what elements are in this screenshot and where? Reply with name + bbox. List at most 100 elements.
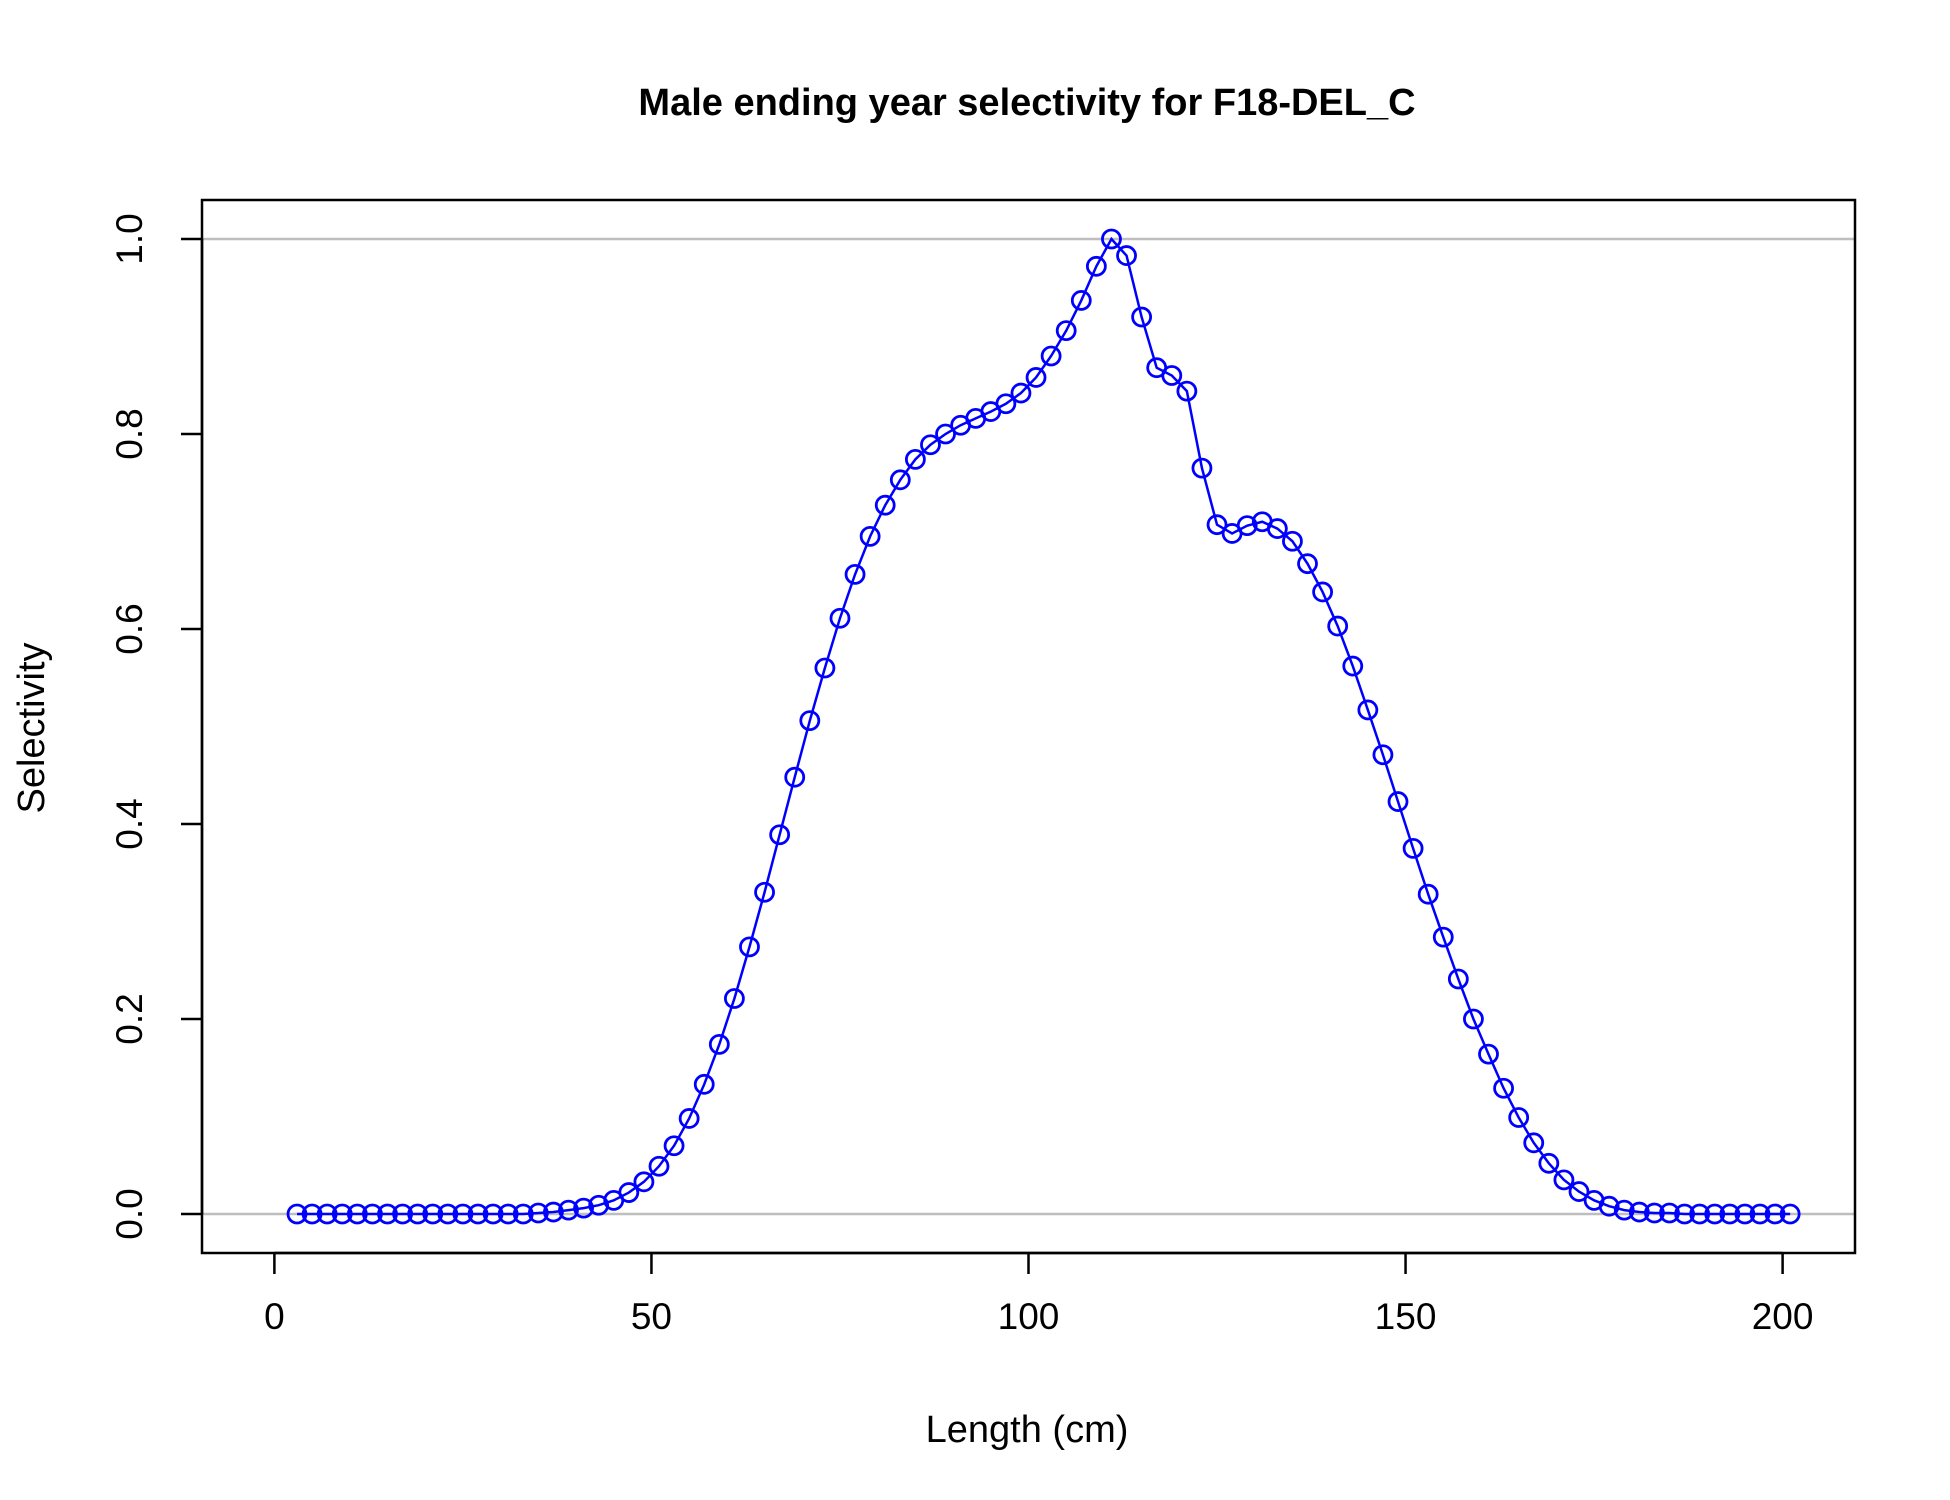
data-point — [1598, 1195, 1620, 1217]
data-point — [693, 1073, 715, 1095]
data-point — [1342, 655, 1364, 677]
data-point — [1764, 1203, 1786, 1225]
data-point — [1523, 1132, 1545, 1154]
data-point — [392, 1203, 413, 1225]
data-point — [769, 824, 791, 846]
data-point — [1040, 345, 1062, 367]
data-point — [799, 710, 821, 732]
plot-frame — [200, 198, 1857, 1255]
data-point — [1568, 1181, 1590, 1202]
y-tick-label-3: 0.6 — [109, 603, 150, 654]
x-tick-label-1: 50 — [631, 1296, 672, 1337]
data-point — [362, 1203, 383, 1225]
data-point — [1493, 1077, 1514, 1099]
data-point — [1266, 518, 1288, 539]
data-point — [1432, 926, 1454, 948]
data-point — [1070, 290, 1092, 311]
x-axis: 0 50 100 150 200 — [264, 1251, 1814, 1337]
data-point — [1447, 968, 1469, 990]
x-axis-title: Length (cm) — [926, 1409, 1129, 1451]
data-point — [301, 1203, 323, 1225]
data-point — [1055, 320, 1077, 342]
data-point — [482, 1203, 504, 1225]
series-group — [286, 228, 1801, 1225]
data-point — [1508, 1107, 1530, 1128]
data-point — [784, 766, 806, 788]
x-tick-label-0: 0 — [264, 1296, 285, 1337]
data-point — [633, 1171, 655, 1193]
x-tick-label-4: 200 — [1752, 1296, 1814, 1337]
data-point — [678, 1108, 700, 1129]
y-axis-title: Selectivity — [11, 642, 53, 813]
data-point — [904, 448, 926, 470]
data-point — [723, 988, 745, 1009]
data-point — [1463, 1008, 1484, 1030]
data-point — [497, 1203, 519, 1225]
data-point — [543, 1201, 564, 1223]
data-point — [452, 1203, 474, 1225]
data-point — [1372, 744, 1394, 766]
data-point — [286, 1203, 308, 1225]
series-line-0 — [297, 236, 1791, 1216]
data-point — [1101, 228, 1122, 250]
data-point — [1282, 530, 1303, 552]
data-point — [739, 936, 760, 958]
data-point — [1161, 365, 1183, 386]
y-tick-label-4: 0.8 — [109, 408, 150, 459]
data-point — [331, 1203, 353, 1225]
data-point — [663, 1135, 685, 1157]
data-point — [618, 1182, 640, 1203]
y-tick-label-2: 0.4 — [109, 798, 150, 849]
data-point — [1478, 1043, 1499, 1065]
data-point — [1779, 1203, 1801, 1225]
data-point — [1236, 515, 1258, 537]
data-point — [1327, 615, 1349, 637]
data-point — [558, 1199, 579, 1221]
data-point — [1644, 1202, 1665, 1224]
data-point — [407, 1203, 429, 1225]
data-point — [1010, 382, 1032, 404]
data-point — [1704, 1203, 1726, 1225]
data-point — [377, 1203, 398, 1225]
data-point — [1176, 380, 1198, 402]
data-point — [467, 1203, 489, 1225]
y-tick-label-5: 1.0 — [109, 213, 150, 264]
data-point — [1116, 245, 1137, 266]
data-point — [1085, 255, 1107, 277]
data-point — [1628, 1201, 1650, 1223]
data-point — [829, 607, 851, 629]
data-point — [648, 1155, 670, 1177]
y-axis: 0.0 0.2 0.4 0.6 0.8 1.0 — [109, 213, 204, 1240]
data-point — [814, 657, 836, 679]
y-tick-label-1: 0.2 — [109, 993, 150, 1044]
data-point — [1387, 791, 1409, 812]
data-point — [422, 1203, 444, 1225]
data-point — [859, 525, 881, 547]
data-point — [844, 564, 866, 585]
data-point — [920, 434, 941, 456]
data-point — [437, 1203, 459, 1225]
data-point — [1297, 553, 1318, 575]
data-point — [1417, 883, 1439, 905]
data-point — [1674, 1203, 1695, 1225]
data-point — [1749, 1203, 1771, 1225]
data-point — [754, 881, 775, 903]
data-point — [1402, 837, 1424, 859]
y-tick-label-0: 0.0 — [109, 1188, 150, 1239]
data-point — [995, 393, 1017, 415]
data-point — [1191, 457, 1213, 479]
data-point — [935, 423, 956, 445]
data-point — [1734, 1203, 1756, 1225]
data-point — [512, 1203, 534, 1225]
chart-title: Male ending year selectivity for F18-DEL… — [638, 82, 1415, 124]
data-point — [1312, 581, 1334, 603]
x-tick-label-2: 100 — [998, 1296, 1060, 1337]
data-point — [1553, 1169, 1575, 1191]
data-point — [527, 1202, 549, 1224]
data-point — [708, 1033, 730, 1055]
data-point — [1719, 1203, 1741, 1225]
data-point — [1025, 367, 1047, 388]
data-point — [1131, 306, 1153, 328]
x-tick-label-3: 150 — [1375, 1296, 1437, 1337]
